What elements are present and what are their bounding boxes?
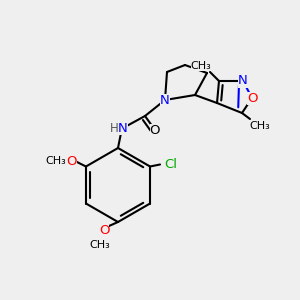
Text: CH₃: CH₃ bbox=[190, 61, 212, 71]
Text: O: O bbox=[247, 92, 257, 104]
Text: H: H bbox=[110, 122, 118, 134]
Text: N: N bbox=[160, 94, 170, 106]
Text: O: O bbox=[99, 224, 109, 236]
Text: O: O bbox=[67, 155, 77, 168]
Text: O: O bbox=[150, 124, 160, 136]
Text: CH₃: CH₃ bbox=[250, 121, 270, 131]
Text: N: N bbox=[238, 74, 248, 88]
Text: N: N bbox=[118, 122, 128, 134]
Text: Cl: Cl bbox=[164, 158, 178, 171]
Text: CH₃: CH₃ bbox=[46, 157, 66, 166]
Text: CH₃: CH₃ bbox=[90, 240, 110, 250]
